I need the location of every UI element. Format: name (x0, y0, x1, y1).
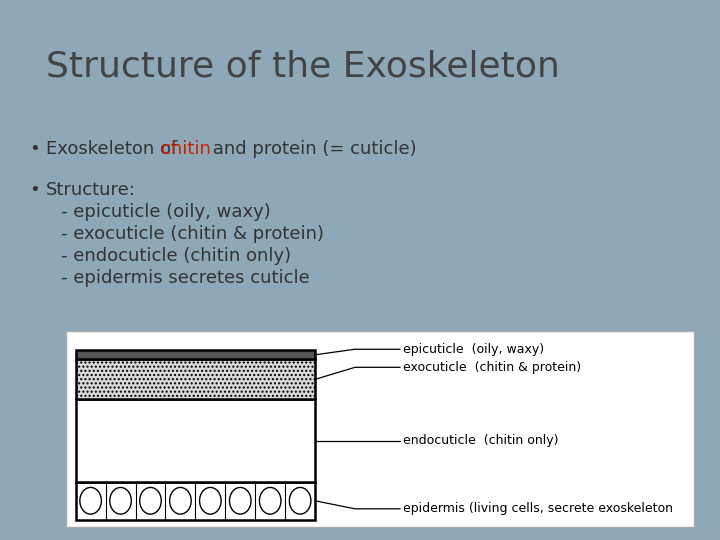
Ellipse shape (259, 488, 281, 514)
Text: Structure:: Structure: (46, 181, 135, 199)
Text: - exocuticle (chitin & protein): - exocuticle (chitin & protein) (60, 225, 324, 243)
Text: - endocuticle (chitin only): - endocuticle (chitin only) (60, 247, 291, 265)
Text: epidermis (living cells, secrete exoskeleton: epidermis (living cells, secrete exoskel… (403, 502, 673, 515)
Text: endocuticle  (chitin only): endocuticle (chitin only) (403, 434, 559, 447)
Ellipse shape (170, 488, 192, 514)
Text: chitin: chitin (161, 140, 211, 159)
Ellipse shape (199, 488, 221, 514)
Text: epicuticle  (oily, waxy): epicuticle (oily, waxy) (403, 343, 544, 356)
Text: Exoskeleton of: Exoskeleton of (46, 140, 183, 159)
Bar (66, 331, 694, 527)
Text: - epicuticle (oily, waxy): - epicuticle (oily, waxy) (60, 202, 271, 221)
Text: exocuticle  (chitin & protein): exocuticle (chitin & protein) (403, 361, 581, 374)
Bar (76, 400, 315, 482)
Ellipse shape (109, 488, 131, 514)
Ellipse shape (80, 488, 102, 514)
Bar (76, 350, 315, 359)
Bar (76, 482, 315, 520)
Text: and protein (= cuticle): and protein (= cuticle) (207, 140, 417, 159)
Ellipse shape (140, 488, 161, 514)
Text: Structure of the Exoskeleton: Structure of the Exoskeleton (46, 49, 559, 83)
Ellipse shape (289, 488, 311, 514)
Text: - epidermis secretes cuticle: - epidermis secretes cuticle (60, 269, 310, 287)
Ellipse shape (230, 488, 251, 514)
Bar (76, 359, 315, 400)
Text: •: • (29, 140, 40, 159)
Text: •: • (29, 181, 40, 199)
